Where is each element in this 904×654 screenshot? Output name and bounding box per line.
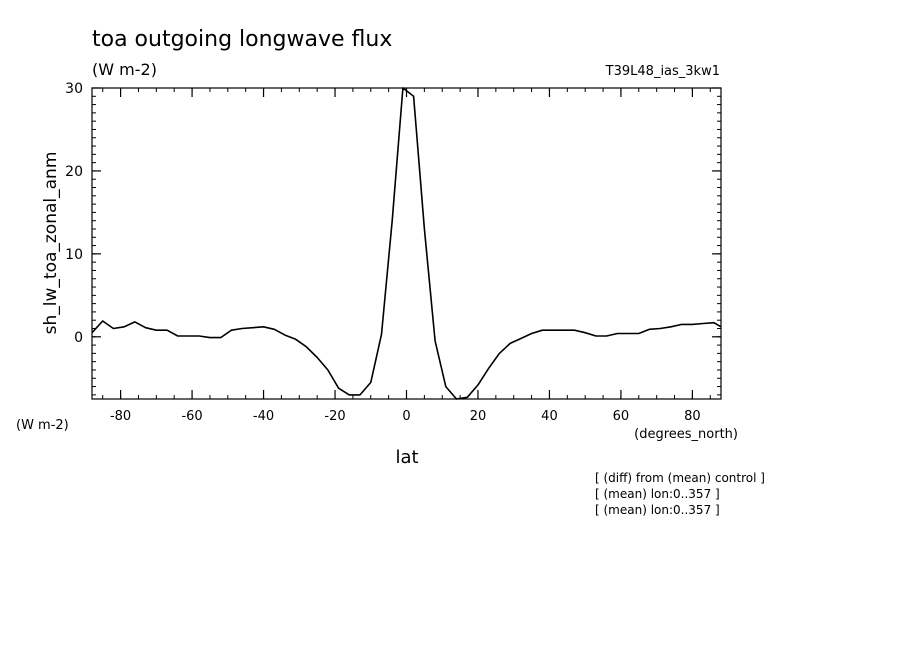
note-line-2: [ (mean) lon:0..357 ] (595, 487, 720, 501)
y-axis-label: sh_lw_toa_zonal_anm (41, 152, 61, 335)
y-tick-label: 10 (65, 247, 83, 263)
y-tick-label: 30 (65, 81, 83, 97)
x-tick-label: 40 (541, 409, 558, 424)
plot-area (91, 87, 722, 400)
note-line-1: [ (diff) from (mean) control ] (595, 471, 765, 485)
x-tick-label: 80 (684, 409, 701, 424)
x-axis-label: lat (395, 447, 418, 468)
series-line (91, 87, 722, 400)
x-tick-label: -40 (253, 409, 274, 424)
x-units-label: (degrees_north) (634, 427, 738, 442)
run-label: T39L48_ias_3kw1 (605, 64, 720, 79)
y-tick-label: 20 (65, 164, 83, 180)
y-axis: 0 10 20 30 (65, 81, 721, 396)
note-line-3: [ (mean) lon:0..357 ] (595, 503, 720, 517)
chart-subtitle: (W m-2) (92, 60, 157, 79)
x-tick-label: -80 (110, 409, 131, 424)
y-tick-label: 0 (74, 330, 83, 346)
x-tick-label: 20 (470, 409, 487, 424)
x-tick-label: 0 (402, 409, 410, 424)
series-layer (91, 87, 722, 400)
chart-title: toa outgoing longwave flux (92, 27, 392, 52)
y-units-label: (W m-2) (16, 418, 69, 433)
x-tick-label: -60 (181, 409, 202, 424)
x-tick-label: -20 (324, 409, 345, 424)
plot-border (91, 87, 722, 400)
x-axis: -80 -60 -40 -20 0 20 40 60 80 (102, 88, 711, 424)
x-tick-label: 60 (613, 409, 630, 424)
